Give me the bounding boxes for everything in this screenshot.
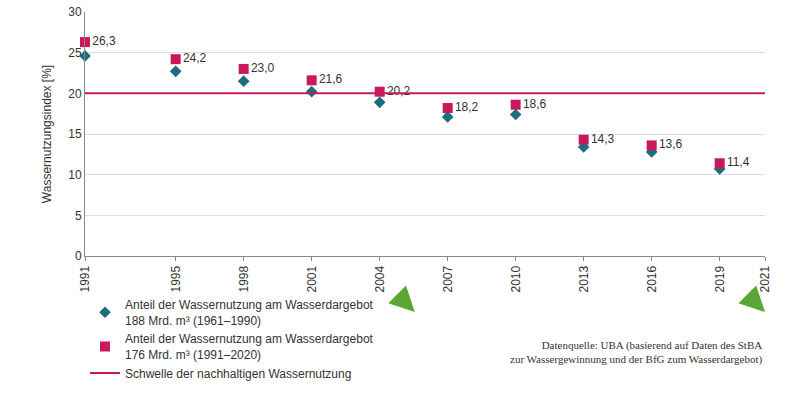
svg-text:1998: 1998 <box>237 265 251 292</box>
svg-text:2010: 2010 <box>509 265 523 292</box>
svg-text:2001: 2001 <box>305 265 319 292</box>
svg-text:Schwelle der nachhaltigen Wass: Schwelle der nachhaltigen Wassernutzung <box>125 367 351 381</box>
svg-text:10: 10 <box>68 168 82 182</box>
svg-text:Wassernutzungsindex [%]: Wassernutzungsindex [%] <box>40 65 54 203</box>
svg-text:Datenquelle: UBA (basierend au: Datenquelle: UBA (basierend auf Daten de… <box>510 339 763 366</box>
svg-text:13,6: 13,6 <box>659 137 683 151</box>
svg-text:2013: 2013 <box>577 265 591 292</box>
svg-text:2007: 2007 <box>441 265 455 292</box>
svg-text:11,4: 11,4 <box>727 155 750 169</box>
svg-text:1991: 1991 <box>78 265 92 292</box>
svg-text:2016: 2016 <box>645 265 659 292</box>
svg-text:14,3: 14,3 <box>591 132 615 146</box>
svg-text:5: 5 <box>75 209 82 223</box>
svg-text:20,2: 20,2 <box>387 84 411 98</box>
svg-text:1995: 1995 <box>169 265 183 292</box>
svg-text:30: 30 <box>68 5 82 19</box>
svg-text:Anteil der Wassernutzung am Wa: Anteil der Wassernutzung am Wasserdargeb… <box>125 298 374 328</box>
svg-text:25: 25 <box>68 46 82 60</box>
svg-text:Anteil der Wassernutzung am Wa: Anteil der Wassernutzung am Wasserdargeb… <box>125 332 374 362</box>
svg-text:21,6: 21,6 <box>319 72 343 86</box>
svg-text:2004: 2004 <box>373 265 387 292</box>
svg-text:0: 0 <box>75 249 82 263</box>
svg-text:2019: 2019 <box>713 265 727 292</box>
svg-text:20: 20 <box>68 87 82 101</box>
svg-text:2021: 2021 <box>758 265 772 292</box>
svg-text:18,2: 18,2 <box>455 100 479 114</box>
svg-text:23,0: 23,0 <box>251 61 275 75</box>
svg-text:26,3: 26,3 <box>92 34 116 48</box>
svg-text:24,2: 24,2 <box>183 51 207 65</box>
svg-text:15: 15 <box>68 127 82 141</box>
svg-text:18,6: 18,6 <box>523 97 547 111</box>
